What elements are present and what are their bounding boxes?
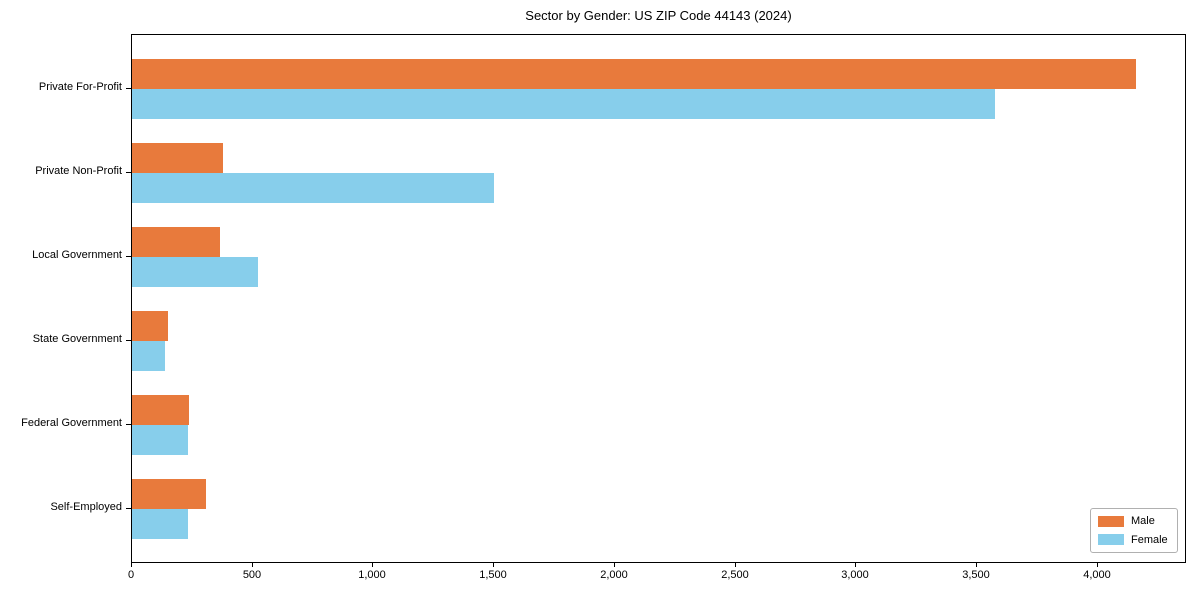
y-tick-label: Private Non-Profit — [35, 165, 122, 177]
y-tick-label: Local Government — [32, 249, 122, 261]
x-tick-label: 2,500 — [721, 569, 749, 581]
x-tick-mark — [131, 563, 132, 567]
bar-male-4 — [132, 311, 168, 341]
bar-male-2 — [132, 143, 223, 173]
bar-male-5 — [132, 395, 189, 425]
x-tick-label: 3,000 — [841, 569, 869, 581]
x-tick-label: 1,500 — [479, 569, 507, 581]
x-tick-label: 500 — [242, 569, 262, 581]
x-tick-mark — [855, 563, 856, 567]
legend: Male Female — [1090, 508, 1178, 553]
legend-entry-male: Male — [1098, 515, 1177, 527]
x-tick-mark — [976, 563, 977, 567]
x-tick-mark — [735, 563, 736, 567]
x-tick-mark — [372, 563, 373, 567]
bar-female-1 — [132, 89, 995, 119]
bar-female-2 — [132, 173, 494, 203]
y-tick-mark — [126, 340, 131, 341]
y-tick-mark — [126, 424, 131, 425]
x-tick-label: 2,000 — [600, 569, 628, 581]
x-tick-label: 0 — [127, 569, 135, 581]
bar-female-5 — [132, 425, 188, 455]
x-tick-mark — [252, 563, 253, 567]
x-tick-label: 3,500 — [962, 569, 990, 581]
legend-swatch-female — [1098, 534, 1124, 546]
x-tick-mark — [493, 563, 494, 567]
bar-male-3 — [132, 227, 220, 257]
bar-male-1 — [132, 59, 1136, 89]
y-tick-label: Self-Employed — [50, 501, 122, 513]
bar-female-6 — [132, 509, 188, 539]
legend-label: Male — [1131, 515, 1155, 528]
x-tick-label: 4,000 — [1083, 569, 1111, 581]
bar-female-3 — [132, 257, 258, 287]
bar-male-6 — [132, 479, 206, 509]
bar-female-4 — [132, 341, 165, 371]
x-tick-label: 1,000 — [358, 569, 386, 581]
y-tick-mark — [126, 172, 131, 173]
x-tick-mark — [1097, 563, 1098, 567]
x-tick-mark — [614, 563, 615, 567]
y-tick-mark — [126, 256, 131, 257]
legend-swatch-male — [1098, 515, 1124, 527]
y-tick-label: State Government — [32, 333, 122, 345]
y-tick-mark — [126, 508, 131, 509]
y-tick-mark — [126, 88, 131, 89]
chart-title: Sector by Gender: US ZIP Code 44143 (202… — [525, 8, 792, 23]
legend-entry-female: Female — [1098, 534, 1177, 546]
y-tick-label: Private For-Profit — [38, 81, 122, 93]
y-tick-label: Federal Government — [21, 417, 122, 429]
plot-area — [131, 34, 1186, 563]
legend-label: Female — [1131, 533, 1168, 546]
